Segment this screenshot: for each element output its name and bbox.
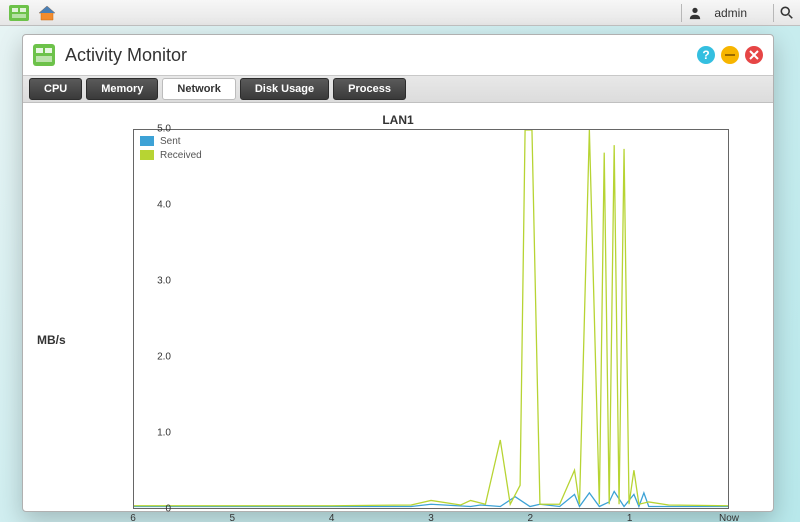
search-icon[interactable]: [780, 6, 794, 20]
taskbar-left: [0, 3, 60, 23]
taskbar-divider: [681, 4, 682, 22]
app-icon: [33, 44, 55, 66]
taskbar-right: admin: [681, 0, 800, 25]
window-title: Activity Monitor: [65, 45, 187, 66]
legend-swatch: [140, 150, 154, 160]
taskbar-app-icon-home[interactable]: [34, 3, 60, 23]
plot-area: Sent Received: [133, 129, 729, 509]
x-tick-label: 6: [130, 513, 136, 522]
x-tick-label: 2: [528, 513, 534, 522]
chart-legend: Sent Received: [140, 134, 202, 162]
minimize-button[interactable]: [721, 46, 739, 64]
y-tick-label: 0: [131, 504, 171, 515]
activity-monitor-window: Activity Monitor ? CPUMemoryNetworkDisk …: [22, 34, 774, 512]
legend-item: Sent: [140, 134, 202, 148]
taskbar-username[interactable]: admin: [708, 6, 767, 20]
user-icon[interactable]: [688, 6, 702, 20]
close-button[interactable]: [745, 46, 763, 64]
x-tick-label: Now: [719, 513, 739, 522]
tab-cpu[interactable]: CPU: [29, 78, 82, 100]
x-tick-label: 4: [329, 513, 335, 522]
tab-memory[interactable]: Memory: [86, 78, 158, 100]
taskbar-app-icon-activity[interactable]: [6, 3, 32, 23]
tab-disk-usage[interactable]: Disk Usage: [240, 78, 329, 100]
tab-bar: CPUMemoryNetworkDisk UsageProcess: [23, 75, 773, 103]
window-titlebar[interactable]: Activity Monitor ?: [23, 35, 773, 75]
y-tick-label: 3.0: [131, 276, 171, 287]
x-tick-label: 1: [627, 513, 633, 522]
x-tick-label: 3: [428, 513, 434, 522]
y-tick-label: 4.0: [131, 200, 171, 211]
legend-swatch: [140, 136, 154, 146]
tab-process[interactable]: Process: [333, 78, 406, 100]
y-tick-label: 1.0: [131, 428, 171, 439]
chart-panel: LAN1 MB/s SentReceived Minutes Ago 01.02…: [23, 103, 773, 511]
legend-label: Sent: [160, 136, 181, 147]
y-tick-label: 2.0: [131, 352, 171, 363]
y-tick-label: 5.0: [131, 124, 171, 135]
y-axis-label: MB/s: [37, 333, 66, 347]
series-received: [134, 130, 728, 506]
system-taskbar: admin: [0, 0, 800, 26]
legend-label: Received: [160, 150, 202, 161]
tab-network[interactable]: Network: [162, 78, 235, 100]
plot-area-wrapper: SentReceived Minutes Ago: [133, 129, 729, 509]
chart-lines: [134, 130, 728, 508]
taskbar-divider: [773, 4, 774, 22]
help-button[interactable]: ?: [697, 46, 715, 64]
legend-item: Received: [140, 148, 202, 162]
x-tick-label: 5: [230, 513, 236, 522]
svg-text:?: ?: [702, 48, 709, 62]
